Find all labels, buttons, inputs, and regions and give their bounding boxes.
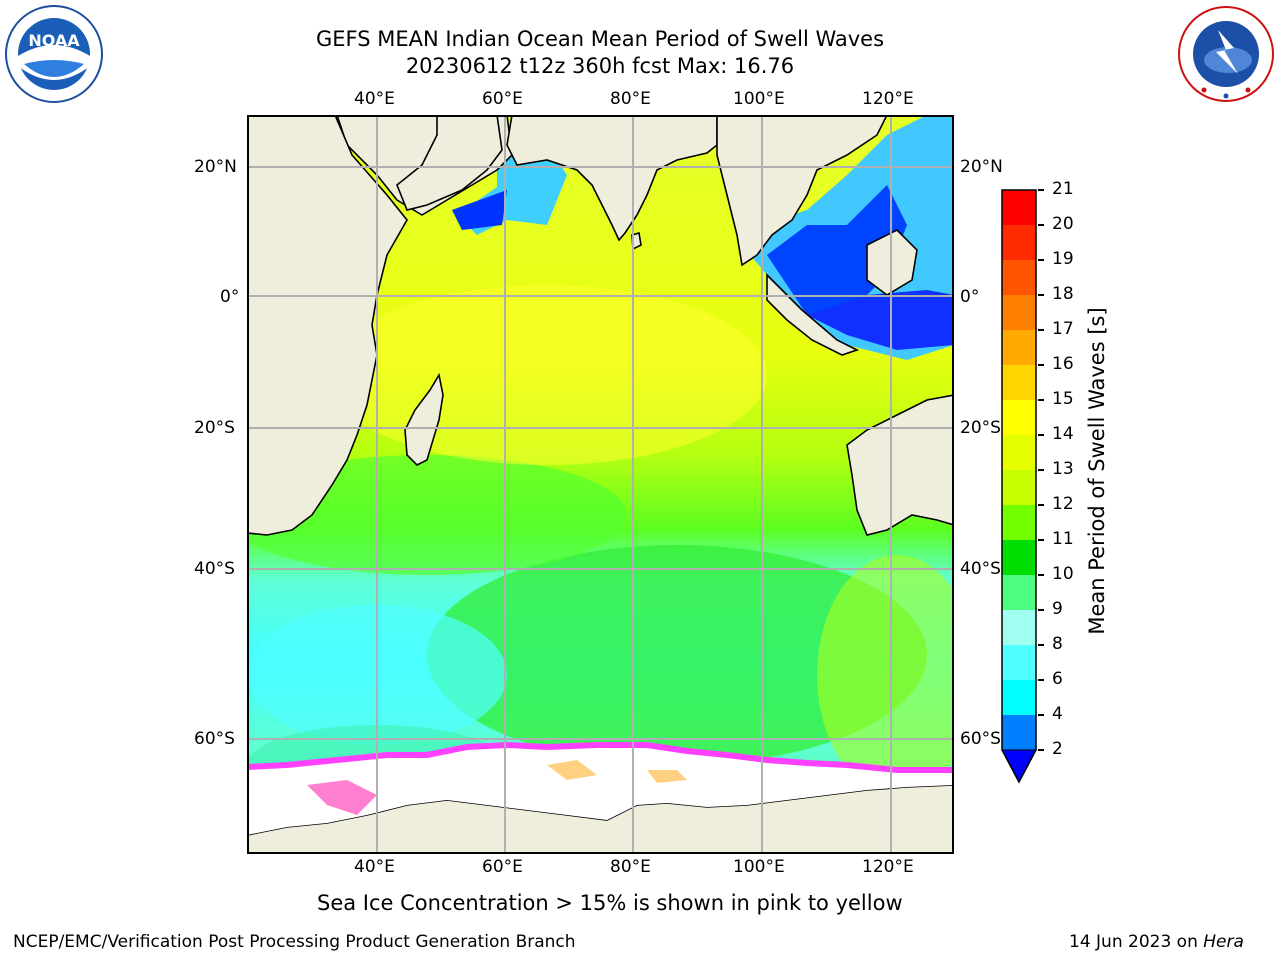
colorbar-swatch — [1002, 435, 1036, 470]
sea-ice-edge — [246, 741, 954, 773]
colorbar-tick — [1038, 399, 1044, 401]
lon-tick-bottom: 120°E — [862, 857, 914, 877]
lat-tick-left: 20°S — [194, 418, 235, 438]
footer-date: 14 Jun 2023 on Hera — [1069, 932, 1244, 952]
lat-tick-right: 20°S — [960, 418, 1001, 438]
map-frame — [247, 115, 954, 854]
colorbar-swatch — [1002, 190, 1036, 225]
colorbar-tick-label: 11 — [1052, 529, 1074, 549]
lat-tick-right: 60°S — [960, 729, 1001, 749]
lon-tick-bottom: 60°E — [482, 857, 523, 877]
lon-tick-top: 60°E — [482, 89, 523, 109]
lat-tick-left: 0° — [220, 287, 240, 307]
lat-tick-right: 20°N — [960, 157, 1003, 177]
colorbar-tick — [1038, 189, 1044, 191]
colorbar-tick-label: 19 — [1052, 249, 1074, 269]
colorbar — [1000, 186, 1038, 786]
sumatra-land — [766, 273, 860, 356]
lon-tick-bottom: 40°E — [354, 857, 395, 877]
colorbar-tick — [1038, 749, 1044, 751]
colorbar-frame — [1001, 189, 1037, 784]
colorbar-tick — [1038, 609, 1044, 611]
lat-tick-left: 60°S — [194, 729, 235, 749]
colorbar-tick — [1038, 329, 1044, 331]
colorbar-tick — [1038, 364, 1044, 366]
green-swell-region — [427, 545, 927, 765]
africa-land — [246, 114, 408, 536]
colorbar-tick-label: 13 — [1052, 459, 1074, 479]
colorbar-swatch — [1002, 645, 1036, 680]
footer-machine: Hera — [1203, 932, 1244, 952]
se-asia-land — [716, 114, 889, 267]
colorbar-tick-label: 17 — [1052, 319, 1074, 339]
colorbar-tick-label: 9 — [1052, 599, 1063, 619]
colorbar-tick-label: 21 — [1052, 179, 1074, 199]
colorbar-swatch — [1002, 715, 1036, 750]
australia-land — [846, 394, 955, 536]
colorbar-swatches — [1001, 189, 1037, 784]
landmasses — [246, 114, 955, 855]
colorbar-swatch — [1002, 680, 1036, 715]
colorbar-tick-label: 10 — [1052, 564, 1074, 584]
colorbar-tick-label: 14 — [1052, 424, 1074, 444]
svg-text:NOAA: NOAA — [28, 31, 80, 50]
lat-tick-left: 20°N — [194, 157, 237, 177]
lon-tick-top: 100°E — [733, 89, 785, 109]
colorbar-swatch — [1002, 330, 1036, 365]
colorbar-tick-label: 18 — [1052, 284, 1074, 304]
lon-tick-top: 120°E — [862, 89, 914, 109]
madagascar-land — [404, 372, 444, 466]
colorbar-title: Mean Period of Swell Waves [s] — [1085, 307, 1109, 635]
lat-tick-right: 0° — [960, 287, 980, 307]
colorbar-swatch — [1002, 295, 1036, 330]
footer-date-text: 14 Jun 2023 on — [1069, 932, 1204, 952]
colorbar-tick-label: 15 — [1052, 389, 1074, 409]
colorbar-tick-label: 2 — [1052, 739, 1063, 759]
sea-ice-note: Sea Ice Concentration > 15% is shown in … — [317, 891, 903, 915]
colorbar-tick-label: 4 — [1052, 704, 1063, 724]
colorbar-swatch — [1002, 470, 1036, 505]
colorbar-swatch — [1002, 365, 1036, 400]
colorbar-tick — [1038, 504, 1044, 506]
colorbar-tick — [1038, 259, 1044, 261]
map-panel — [227, 114, 977, 855]
colorbar-tick — [1038, 714, 1044, 716]
lon-tick-top: 80°E — [610, 89, 651, 109]
footer-credit: NCEP/EMC/Verification Post Processing Pr… — [13, 932, 576, 952]
colorbar-swatch — [1002, 540, 1036, 575]
colorbar-tick-label: 8 — [1052, 634, 1063, 654]
colorbar-tick-label: 16 — [1052, 354, 1074, 374]
colorbar-tick — [1038, 644, 1044, 646]
colorbar-tick — [1038, 574, 1044, 576]
colorbar-extend-arrow — [1001, 749, 1037, 784]
colorbar-tick — [1038, 434, 1044, 436]
lat-tick-right: 40°S — [960, 559, 1001, 579]
colorbar-swatch — [1002, 260, 1036, 295]
lat-tick-left: 40°S — [194, 559, 235, 579]
colorbar-tick-label: 12 — [1052, 494, 1074, 514]
sea-ice-region — [247, 745, 954, 835]
colorbar-swatch — [1002, 225, 1036, 260]
colorbar-tick-label: 6 — [1052, 669, 1063, 689]
india-land — [506, 114, 718, 242]
colorbar-tick-label: 20 — [1052, 214, 1074, 234]
colorbar-tick — [1038, 294, 1044, 296]
lon-tick-bottom: 80°E — [610, 857, 651, 877]
lon-tick-bottom: 100°E — [733, 857, 785, 877]
colorbar-swatch — [1002, 400, 1036, 435]
colorbar-swatch — [1002, 505, 1036, 540]
colorbar-swatch — [1002, 610, 1036, 645]
nws-logo — [1176, 4, 1276, 104]
noaa-logo: NOAA — [4, 4, 104, 104]
map-title: GEFS MEAN Indian Ocean Mean Period of Sw… — [315, 27, 885, 51]
map-subtitle: 20230612 t12z 360h fcst Max: 16.76 — [405, 54, 795, 78]
colorbar-swatch — [1002, 575, 1036, 610]
colorbar-tick — [1038, 469, 1044, 471]
colorbar-tick — [1038, 224, 1044, 226]
colorbar-tick — [1038, 539, 1044, 541]
colorbar-tick — [1038, 679, 1044, 681]
lon-tick-top: 40°E — [354, 89, 395, 109]
graticule — [247, 115, 954, 854]
